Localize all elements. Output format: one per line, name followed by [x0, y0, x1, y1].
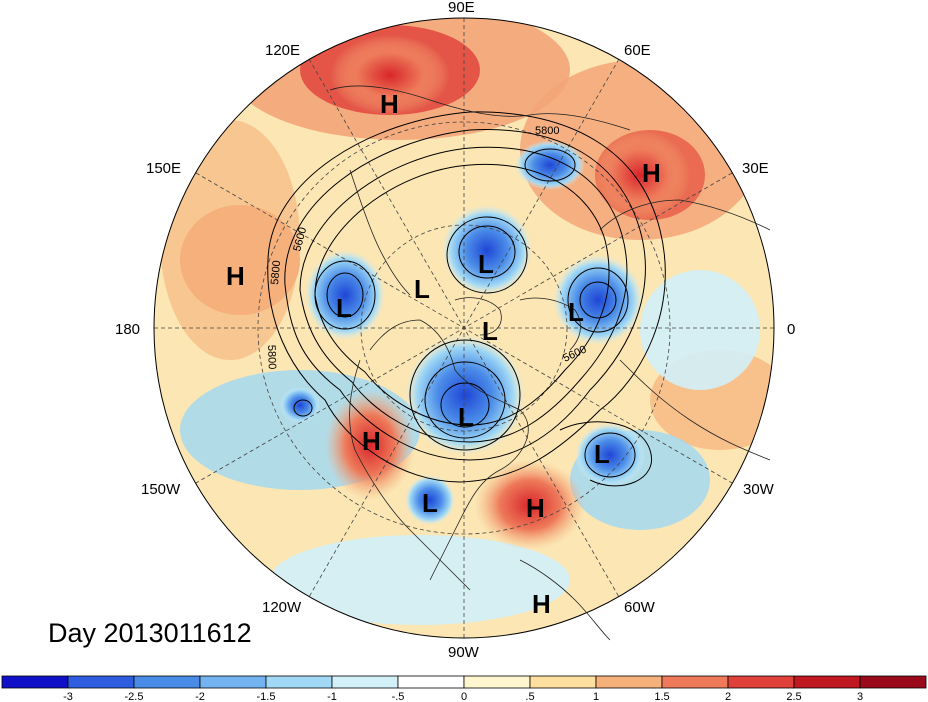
lon-label-180: 180	[115, 321, 140, 338]
contour-label: 5800	[269, 260, 283, 285]
low-center-label: L	[336, 293, 352, 323]
pressure-centers: H H H L L L L L H L L L H H	[226, 89, 661, 619]
low-center-label: L	[458, 402, 474, 432]
low-center-label: L	[482, 316, 498, 346]
colorbar-tick-label: -3	[63, 691, 73, 702]
high-center-label: H	[532, 589, 551, 619]
high-center-label: H	[362, 426, 381, 456]
colorbar-swatch	[529, 675, 597, 689]
low-center-label: L	[414, 274, 430, 304]
colorbar-tick-label: -.5	[392, 691, 405, 702]
colorbar-swatch	[661, 675, 729, 689]
lon-label-120e: 120E	[265, 42, 300, 59]
colorbar-tick-label: .5	[525, 691, 534, 702]
colorbar-swatch	[331, 675, 399, 689]
low-center-label: L	[568, 297, 584, 327]
colorbar-swatch	[793, 675, 861, 689]
lon-label-30e: 30E	[742, 160, 769, 177]
height-contours	[267, 111, 666, 487]
colorbar-boxes	[1, 675, 927, 689]
anomaly-field	[154, 18, 774, 638]
coastlines	[329, 85, 771, 641]
high-center-label: H	[380, 89, 399, 119]
colorbar-swatch	[463, 675, 531, 689]
lon-label-60w: 60W	[624, 599, 656, 616]
high-center-label: H	[226, 261, 245, 291]
colorbar-ticks: -3 -2.5 -2 -1.5 -1 -.5 0 .5 1 1.5 2 2.5 3	[63, 691, 863, 702]
colorbar-swatch	[727, 675, 795, 689]
lon-label-90w: 90W	[448, 644, 480, 661]
colorbar-tick-label: -2	[195, 691, 205, 702]
lon-label-0: 0	[787, 321, 795, 338]
lon-label-90e: 90E	[448, 0, 475, 16]
high-center-label: H	[642, 158, 661, 188]
colorbar-swatch	[859, 675, 927, 689]
colorbar-tick-label: -2.5	[125, 691, 144, 702]
lon-label-30w: 30W	[743, 481, 775, 498]
colorbar-tick-label: 1.5	[654, 691, 669, 702]
lon-label-60e: 60E	[624, 42, 651, 59]
colorbar-swatch	[595, 675, 663, 689]
lon-label-150w: 150W	[141, 481, 181, 498]
colorbar-swatch	[199, 675, 267, 689]
colorbar-swatch	[133, 675, 201, 689]
colorbar-tick-label: 0	[461, 691, 467, 702]
low-center-label: L	[594, 439, 610, 469]
low-center-label: L	[422, 488, 438, 518]
colorbar-swatch	[1, 675, 69, 689]
colorbar-tick-label: 2	[725, 691, 731, 702]
colorbar-tick-label: 3	[857, 691, 863, 702]
day-label: Day 2013011612	[48, 618, 252, 648]
colorbar-tick-label: -1.5	[257, 691, 276, 702]
colorbar-tick-label: 2.5	[786, 691, 801, 702]
colorbar-swatch	[67, 675, 135, 689]
longitude-labels: 90E 60E 30E 0 30W 60W 90W 120W 150W 180 …	[115, 0, 795, 661]
graticule	[154, 18, 774, 638]
lon-label-120w: 120W	[262, 599, 302, 616]
colorbar-tick-label: 1	[593, 691, 599, 702]
colorbar: -3 -2.5 -2 -1.5 -1 -.5 0 .5 1 1.5 2 2.5 3	[1, 675, 927, 702]
map-boundary	[153, 17, 775, 639]
contour-label: 5800	[265, 345, 278, 370]
colorbar-tick-label: -1	[327, 691, 337, 702]
colorbar-swatch	[397, 675, 465, 689]
lon-label-150e: 150E	[146, 160, 181, 177]
contour-label: 5800	[535, 125, 559, 137]
colorbar-swatch	[265, 675, 333, 689]
low-center-label: L	[478, 249, 494, 279]
high-center-label: H	[526, 493, 545, 523]
